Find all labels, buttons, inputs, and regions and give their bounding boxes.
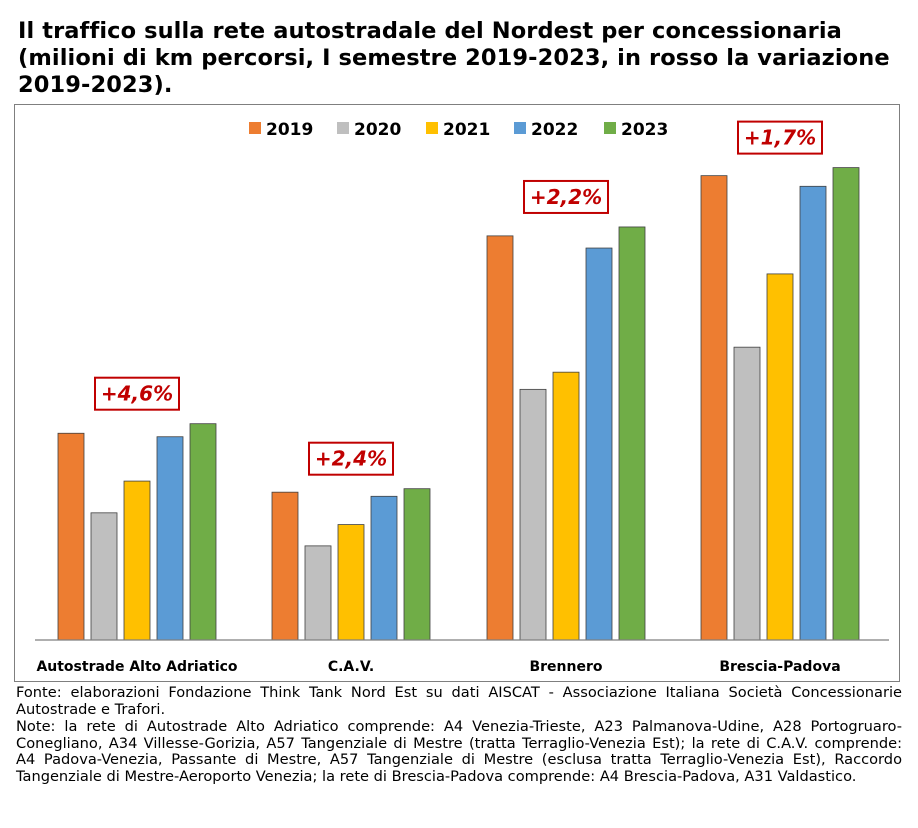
legend-swatch-2023 (604, 122, 616, 134)
variation-box-4 (737, 120, 823, 155)
variation-box-3 (523, 179, 609, 214)
bar-3-2022 (585, 247, 613, 641)
bar-1-2020 (90, 512, 118, 641)
bar-1-2023 (189, 423, 217, 641)
bar-2-2022 (370, 495, 398, 641)
bar-1-2021 (123, 480, 151, 641)
legend-label-2020: 2020 (354, 120, 401, 140)
bar-4-2019 (700, 175, 728, 641)
bar-2-2020 (304, 545, 332, 641)
source-note: Fonte: elaborazioni Fondazione Think Tan… (16, 684, 902, 718)
legend-swatch-2019 (249, 122, 261, 134)
bar-4-2022 (799, 185, 827, 641)
variation-label-1: +4,6% (101, 382, 173, 406)
bar-4-2023 (832, 167, 860, 641)
variation-label-4: +1,7% (744, 126, 816, 150)
variation-label-3: +2,2% (530, 185, 602, 209)
legend-label-2023: 2023 (621, 120, 668, 140)
variation-box-2 (308, 441, 394, 476)
bar-3-2021 (552, 371, 580, 641)
legend-swatch-2022 (514, 122, 526, 134)
category-label-4: Brescia-Padova (719, 659, 840, 675)
legend-label-2021: 2021 (443, 120, 490, 140)
bar-3-2019 (486, 235, 514, 641)
bar-2-2019 (271, 491, 299, 641)
network-note: Note: la rete di Autostrade Alto Adriati… (16, 718, 902, 785)
legend-swatch-2020 (337, 122, 349, 134)
bar-4-2020 (733, 346, 761, 641)
category-label-2: C.A.V. (328, 659, 374, 675)
chart-area: 2019 2020 2021 2022 2023 Autostrade Alto Adri… (14, 104, 900, 682)
bar-1-2022 (156, 436, 184, 641)
bar-4-2021 (766, 273, 794, 641)
chart-title: Il traffico sulla rete autostradale del … (18, 18, 890, 98)
legend-label-2019: 2019 (266, 120, 313, 140)
legend-label-2022: 2022 (531, 120, 578, 140)
bar-3-2023 (618, 226, 646, 641)
bar-chart: 2019 2020 2021 2022 2023 Autostrade Alto Adri… (35, 120, 889, 675)
bar-2-2023 (403, 488, 431, 641)
category-label-1: Autostrade Alto Adriatico (36, 659, 237, 675)
category-label-3: Brennero (529, 659, 602, 675)
footer-notes: Fonte: elaborazioni Fondazione Think Tan… (16, 684, 902, 786)
bar-2-2021 (337, 524, 365, 641)
variation-box-1 (94, 376, 180, 411)
bar-3-2020 (519, 388, 547, 641)
legend-swatch-2021 (426, 122, 438, 134)
variation-label-2: +2,4% (315, 447, 387, 471)
bar-1-2019 (57, 432, 85, 641)
